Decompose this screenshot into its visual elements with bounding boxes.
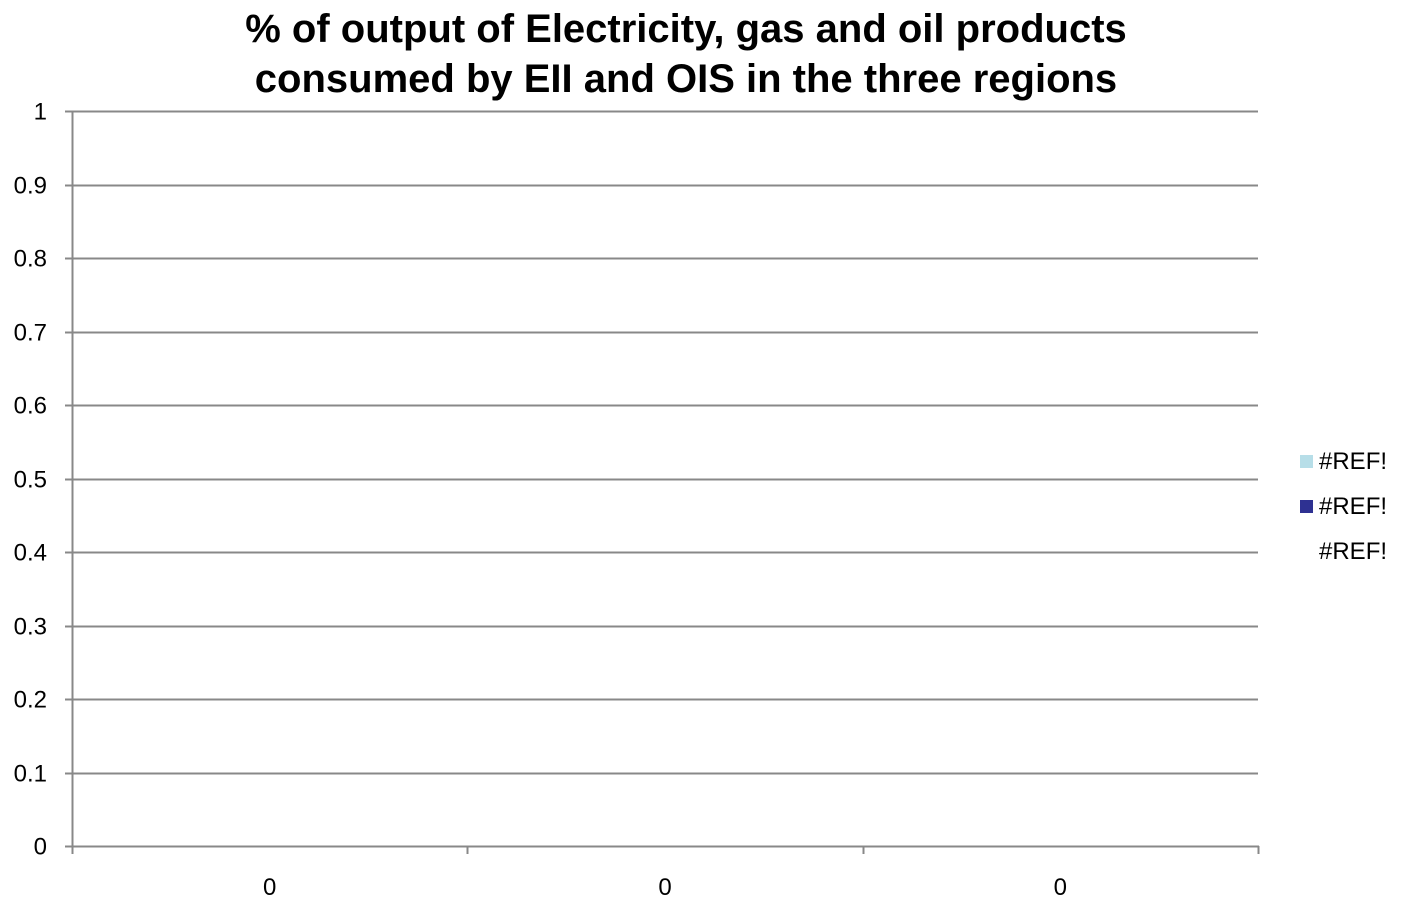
y-tick-label: 1 [34, 99, 47, 126]
x-tick-label: 0 [1054, 874, 1067, 897]
legend-swatch-icon [1300, 500, 1313, 513]
chart-title-line-1: % of output of Electricity, gas and oil … [245, 7, 1127, 51]
y-tick-label: 0.3 [14, 614, 47, 641]
y-tick-label: 0.1 [14, 761, 47, 788]
x-tick-label: 0 [263, 874, 276, 897]
legend-swatch-icon [1300, 455, 1313, 468]
y-tick-label: 0.9 [14, 173, 47, 200]
y-tick-label: 0.7 [14, 320, 47, 347]
y-tick-label: 0.6 [14, 393, 47, 420]
legend-label: #REF! [1319, 493, 1388, 520]
legend-swatch-icon [1300, 545, 1313, 558]
legend-label: #REF! [1319, 448, 1388, 475]
y-tick-label: 0.2 [14, 687, 47, 714]
chart-title-line-2: consumed by EII and OIS in the three reg… [254, 57, 1118, 101]
y-tick-label: 0.4 [14, 540, 47, 567]
legend-label: #REF! [1319, 538, 1388, 565]
chart-title: % of output of Electricity, gas and oil … [0, 4, 1372, 104]
y-tick-label: 0.8 [14, 246, 47, 273]
y-tick-label: 0 [34, 834, 47, 861]
x-tick-label: 0 [658, 874, 671, 897]
y-tick-label: 0.5 [14, 467, 47, 494]
